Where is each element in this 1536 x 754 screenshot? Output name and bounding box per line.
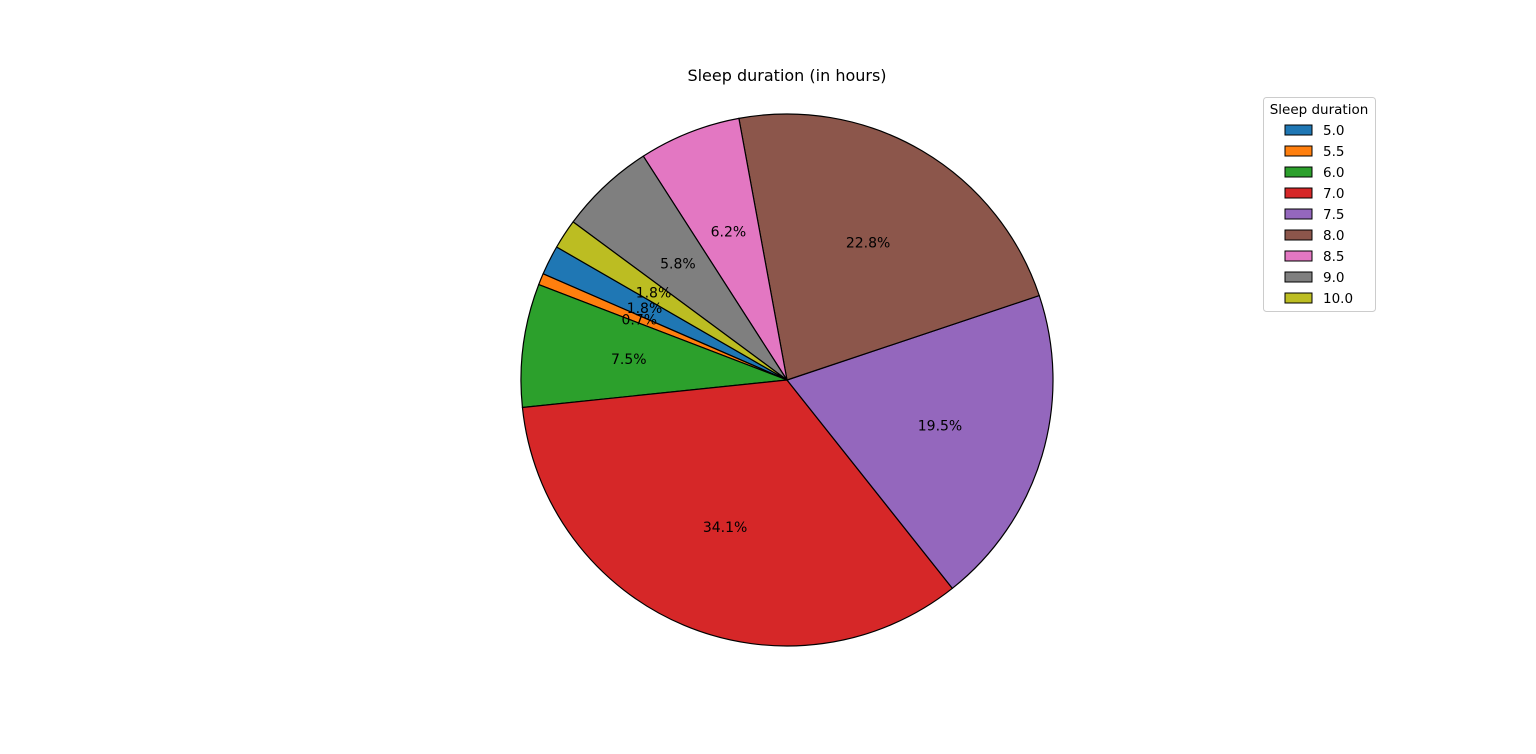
pie-percentage-label: 6.2% xyxy=(711,225,747,241)
pie-percentage-label: 22.8% xyxy=(846,236,890,252)
legend-swatch xyxy=(1284,145,1313,157)
legend-label: 10.0 xyxy=(1323,291,1353,307)
pie-percentage-label: 0.7% xyxy=(622,313,658,329)
pie-percentage-label: 19.5% xyxy=(918,418,962,434)
legend-frame xyxy=(1263,97,1376,312)
legend-label: 6.0 xyxy=(1323,165,1344,181)
legend-swatch xyxy=(1284,166,1313,178)
pie-slices xyxy=(520,113,1054,647)
legend-label: 8.5 xyxy=(1323,249,1344,265)
legend-swatch xyxy=(1284,208,1313,220)
pie-percentage-label: 7.5% xyxy=(611,352,647,368)
legend-label: 7.0 xyxy=(1323,186,1344,202)
legend-swatch xyxy=(1284,187,1313,199)
pie-percentage-label: 5.8% xyxy=(660,257,696,273)
pie-percentage-label: 1.8% xyxy=(627,301,663,317)
legend-swatch xyxy=(1284,124,1313,136)
chart-title: Sleep duration (in hours) xyxy=(687,66,886,85)
legend-label: 9.0 xyxy=(1323,270,1344,286)
legend-label: 7.5 xyxy=(1323,207,1344,223)
legend-swatch xyxy=(1284,250,1313,262)
pie-slice-6-0 xyxy=(520,284,788,409)
legend-label: 5.5 xyxy=(1323,144,1344,160)
pie-percentage-label: 1.8% xyxy=(636,286,672,302)
legend-label: 8.0 xyxy=(1323,228,1344,244)
legend-items: 5.0 5.5 6.0 7.0 7.5 8.0 8.5 9.0 10.0 xyxy=(1284,123,1353,307)
legend-swatch xyxy=(1284,271,1313,283)
legend-swatch xyxy=(1284,292,1313,304)
legend-title: Sleep duration xyxy=(1270,102,1369,118)
pie-slice-8-0 xyxy=(738,113,1040,381)
pie-slice-7-0 xyxy=(521,379,953,647)
legend-label: 5.0 xyxy=(1323,123,1344,139)
legend: Sleep duration 5.0 5.5 6.0 7.0 7.5 8.0 8.5 9.0 1… xyxy=(1263,97,1376,312)
pie-slice-7-5 xyxy=(786,294,1054,589)
pie-percentage-labels: 1.8%0.7%7.5%34.1%19.5%22.8%6.2%5.8%1.8% xyxy=(611,225,962,536)
pie-percentage-label: 34.1% xyxy=(703,520,747,536)
pie-slice-10-0 xyxy=(556,221,788,381)
legend-swatch xyxy=(1284,229,1313,241)
